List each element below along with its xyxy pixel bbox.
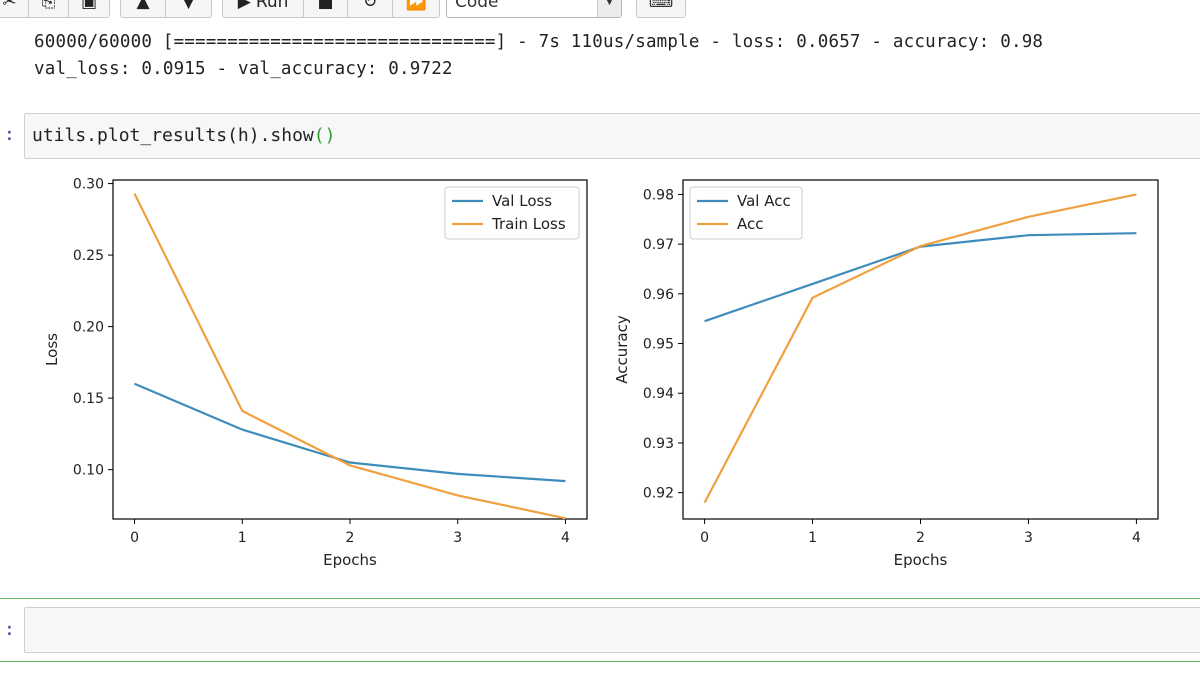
series-line-train-loss: [133, 193, 566, 520]
y-tick-label: 0.30: [73, 177, 104, 193]
cell-type-select[interactable]: Code ▼: [446, 0, 622, 18]
code-parens: (): [313, 125, 336, 146]
cell-type-value: Code: [455, 0, 499, 12]
code-cell-input[interactable]: utils.plot_results(h).show(): [24, 113, 1200, 159]
y-tick-label: 0.98: [643, 187, 674, 203]
legend-label: Val Loss: [492, 192, 552, 210]
paste-icon[interactable]: ▣: [80, 0, 98, 12]
y-axis-label: Loss: [43, 333, 61, 366]
y-tick-label: 0.20: [73, 320, 104, 336]
empty-cell-prompt: :: [4, 619, 15, 640]
y-axis-label: Accuracy: [613, 315, 631, 384]
keyboard-icon[interactable]: ⌨: [636, 0, 686, 18]
fast-forward-icon[interactable]: ⏩: [405, 0, 427, 12]
run-button[interactable]: ▶ Run: [223, 0, 305, 17]
move-up-icon[interactable]: ▲: [121, 0, 167, 17]
x-tick-label: 4: [1132, 530, 1141, 546]
y-tick-label: 0.97: [643, 237, 674, 253]
chart-legend: Val Acc Acc: [689, 186, 803, 240]
restart-icon[interactable]: ↻: [348, 0, 394, 17]
legend-label: Train Loss: [491, 215, 566, 233]
chevron-down-icon[interactable]: ▼: [597, 0, 621, 17]
output-metrics-line: val_loss: 0.0915 - val_accuracy: 0.9722: [34, 59, 453, 79]
output-progress-line: 60000/60000 [===========================…: [34, 32, 1044, 52]
x-tick-label: 3: [1024, 530, 1033, 546]
chart-legend: Val Loss Train Loss: [444, 186, 580, 240]
cut-icon[interactable]: ✂: [0, 0, 29, 17]
y-tick-label: 0.92: [643, 486, 674, 502]
x-axis-label: Epochs: [323, 551, 377, 569]
y-tick-label: 0.10: [73, 463, 104, 479]
run-button-group: ▶ Run ■ ↻ ⏩: [222, 0, 440, 18]
empty-code-cell-input[interactable]: [24, 607, 1200, 653]
x-axis-label: Epochs: [894, 551, 948, 569]
series-line-acc: [703, 193, 1137, 504]
loss-chart: 0 1 2 3 4 0.10 0.15 0.20 0.25 0.30 Epochs Loss Val L…: [43, 177, 588, 569]
run-label: Run: [255, 0, 289, 12]
x-tick-label: 0: [130, 530, 139, 546]
y-tick-label: 0.15: [73, 391, 104, 407]
move-button-group: ▲ ▼: [120, 0, 212, 18]
code-text: utils.plot_results(h).show: [32, 125, 314, 146]
y-tick-label: 0.25: [73, 248, 104, 264]
run-icon: ▶: [237, 0, 251, 12]
y-tick-label: 0.93: [643, 436, 674, 452]
x-tick-label: 1: [238, 530, 247, 546]
x-tick-label: 3: [453, 530, 462, 546]
cell-prompt: :: [4, 124, 15, 145]
x-tick-label: 0: [700, 530, 709, 546]
legend-label: Acc: [737, 215, 764, 233]
y-tick-label: 0.95: [643, 337, 674, 353]
plot-output: 0 1 2 3 4 0.10 0.15 0.20 0.25 0.30 Epochs Loss Val L…: [43, 177, 1159, 569]
y-tick-label: 0.96: [643, 287, 674, 303]
accuracy-chart: 0 1 2 3 4 0.92 0.93 0.94 0.95 0.96 0.97 0.98 Epochs A…: [613, 179, 1159, 569]
selected-cell-frame: [0, 598, 1200, 662]
copy-icon[interactable]: ⎘: [29, 0, 69, 17]
x-tick-label: 2: [916, 530, 925, 546]
x-tick-label: 4: [561, 530, 570, 546]
edit-button-group: ✂ ⎘ ▣: [0, 0, 110, 18]
series-line-val-loss: [134, 382, 566, 483]
stop-icon[interactable]: ■: [304, 0, 348, 17]
move-down-icon[interactable]: ▼: [181, 0, 196, 12]
x-tick-label: 2: [346, 530, 355, 546]
legend-label: Val Acc: [737, 192, 791, 210]
x-tick-label: 1: [808, 530, 817, 546]
y-tick-label: 0.94: [643, 386, 674, 402]
notebook-toolbar: ✂ ⎘ ▣ ▲ ▼ ▶ Run ■ ↻ ⏩ Code ▼ ⌨: [0, 0, 1200, 26]
